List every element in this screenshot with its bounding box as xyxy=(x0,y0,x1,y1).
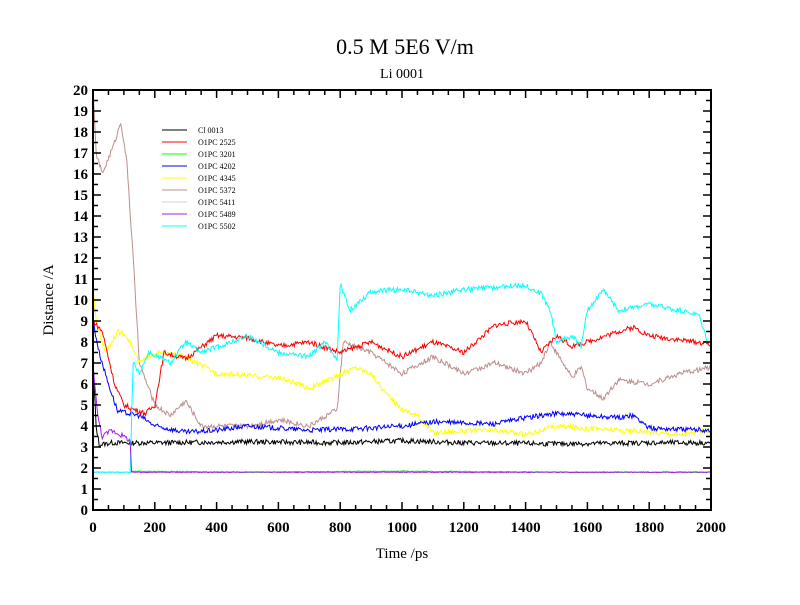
y-tick-label: 4 xyxy=(81,419,89,435)
x-tick-label: 2000 xyxy=(696,520,726,536)
y-tick-label: 7 xyxy=(81,356,89,372)
series-line-o1pc-5372 xyxy=(92,92,712,430)
y-tick-label: 8 xyxy=(81,335,89,351)
series-line-o1pc-4345 xyxy=(92,290,711,438)
y-tick-label: 5 xyxy=(81,398,89,414)
y-tick-label: 9 xyxy=(81,314,89,330)
y-tick-label: 0 xyxy=(81,503,89,519)
legend-label: O1PC 5372 xyxy=(198,186,236,195)
series-line-o1pc-5489 xyxy=(92,361,712,474)
chart-title: 0.5 M 5E6 V/m xyxy=(336,34,474,59)
series-line-o1pc-5502 xyxy=(92,281,709,474)
y-axis-label: Distance /A xyxy=(41,264,57,335)
y-tick-label: 1 xyxy=(81,482,89,498)
y-tick-label: 18 xyxy=(73,125,88,141)
series-line-cl-0013 xyxy=(92,361,712,448)
x-tick-label: 400 xyxy=(205,520,228,536)
legend-label: O1PC 4345 xyxy=(198,174,236,183)
x-axis-label: Time /ps xyxy=(376,546,429,562)
x-tick-label: 800 xyxy=(329,520,352,536)
x-tick-label: 1400 xyxy=(511,520,541,536)
legend-label: O1PC 5411 xyxy=(198,198,235,207)
x-tick-label: 1600 xyxy=(572,520,602,536)
y-tick-label: 20 xyxy=(73,83,88,99)
y-tick-label: 11 xyxy=(74,272,88,288)
y-tick-label: 15 xyxy=(73,188,88,204)
y-tick-label: 12 xyxy=(73,251,88,267)
x-tick-label: 200 xyxy=(144,520,167,536)
y-tick-label: 13 xyxy=(73,230,88,246)
legend-label: O1PC 4202 xyxy=(198,162,236,171)
chart-subtitle: Li 0001 xyxy=(380,67,424,82)
x-tick-label: 0 xyxy=(89,520,97,536)
legend-label: O1PC 5489 xyxy=(198,210,236,219)
y-tick-label: 3 xyxy=(81,440,89,456)
legend-label: Cl 0013 xyxy=(198,126,224,135)
y-tick-label: 19 xyxy=(73,104,88,120)
y-tick-label: 17 xyxy=(73,146,89,162)
x-tick-label: 600 xyxy=(267,520,290,536)
y-tick-label: 10 xyxy=(73,293,88,309)
y-tick-label: 14 xyxy=(73,209,89,225)
y-tick-label: 6 xyxy=(81,377,89,393)
x-tick-label: 1800 xyxy=(634,520,664,536)
legend-label: O1PC 2525 xyxy=(198,138,236,147)
x-tick-label: 1200 xyxy=(449,520,479,536)
plot-frame xyxy=(92,89,712,511)
y-tick-label: 16 xyxy=(73,167,89,183)
series-line-o1pc-4202 xyxy=(92,321,712,435)
series-layer xyxy=(92,92,712,474)
x-tick-label: 1000 xyxy=(387,520,417,536)
y-tick-label: 2 xyxy=(81,461,89,477)
legend-label: O1PC 5502 xyxy=(198,222,236,231)
legend-label: O1PC 3201 xyxy=(198,150,236,159)
legend: Cl 0013 O1PC 2525 O1PC 3201 O1PC 4202 O1PC 4… xyxy=(162,126,236,231)
